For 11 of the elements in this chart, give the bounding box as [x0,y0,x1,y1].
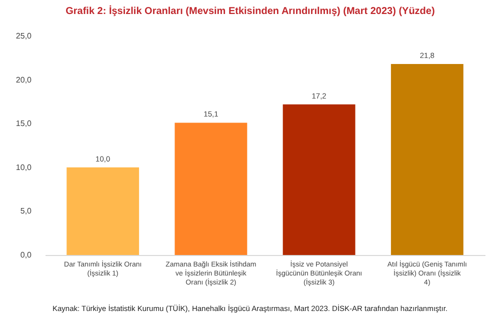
y-tick-label: 10,0 [16,162,32,172]
bar [174,122,248,255]
y-tick-label: 25,0 [16,32,32,40]
y-tick-label: 5,0 [20,206,32,216]
chart-title: Grafik 2: İşsizlik Oranları (Mevsim Etkisinden Arındırılmış) (Mart 2023) (Yüzde) [66,5,435,17]
bar [66,167,140,255]
y-tick-label: 20,0 [16,75,32,84]
y-tick-label: 15,0 [16,119,32,128]
bar [282,104,356,255]
bar [390,64,464,255]
y-tick-label: 0,0 [20,250,32,260]
